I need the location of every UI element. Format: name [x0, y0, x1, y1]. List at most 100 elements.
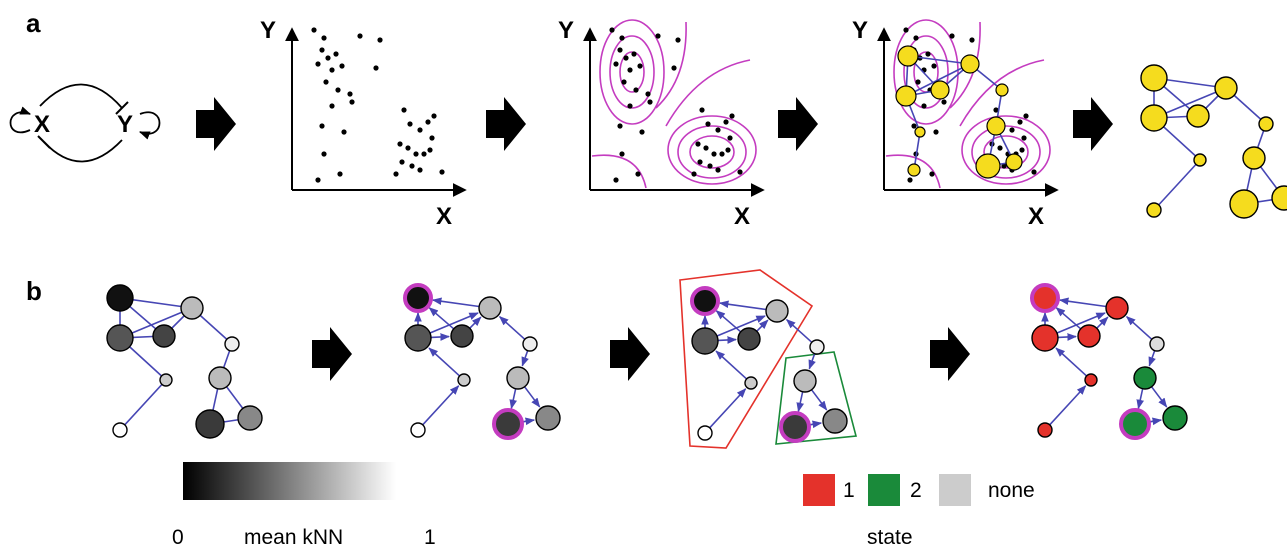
- repression-bar-bottom: [37, 135, 51, 149]
- data-point: [413, 151, 419, 157]
- arrow-right-icon: [610, 327, 650, 381]
- x-axis-label: X: [734, 203, 750, 230]
- graph-node: [765, 299, 789, 323]
- knn-max-label: 1: [424, 526, 436, 549]
- state-label-none: none: [988, 479, 1035, 502]
- state-graph-directed: [403, 283, 561, 440]
- graph-node: [159, 373, 173, 387]
- data-point: [409, 163, 415, 169]
- graph-edge: [1056, 312, 1106, 334]
- data-point: [347, 91, 353, 97]
- arrow-right-icon: [312, 327, 352, 381]
- graph-edge: [796, 391, 804, 413]
- data-point: [329, 103, 335, 109]
- density-contour: [677, 125, 747, 179]
- density-contour: [885, 154, 941, 189]
- density-contour: [591, 154, 647, 189]
- graph-node: [224, 336, 240, 352]
- data-point: [339, 63, 345, 69]
- data-point: [719, 151, 725, 157]
- data-point: [613, 177, 619, 183]
- graph-node: [112, 422, 128, 438]
- self-activation-x: [9, 106, 32, 134]
- graph-node: [744, 376, 758, 390]
- data-point: [377, 37, 383, 43]
- graph-edge: [1096, 316, 1109, 329]
- data-point: [723, 119, 729, 125]
- data-point: [335, 87, 341, 93]
- graph-edge: [1058, 297, 1107, 308]
- data-point: [431, 113, 437, 119]
- repression-arc-top: [39, 83, 123, 109]
- data-point: [399, 159, 405, 165]
- graph-edge: [810, 389, 828, 411]
- graph-node: [180, 296, 204, 320]
- graph-node: [1149, 336, 1165, 352]
- graph-node: [1077, 324, 1101, 348]
- data-point: [619, 151, 625, 157]
- data-point: [637, 63, 643, 69]
- state-legend-title: state: [867, 526, 913, 549]
- y-axis-label: Y: [558, 17, 574, 44]
- graph-node: [1119, 408, 1151, 440]
- data-point: [631, 51, 637, 57]
- data-point: [325, 55, 331, 61]
- data-point: [941, 99, 947, 105]
- data-point: [1017, 119, 1023, 125]
- toggle-switch-circuit: X Y: [9, 83, 161, 163]
- graph-node: [986, 116, 1006, 136]
- graph-edge: [718, 300, 767, 311]
- arrow-right-icon: [486, 97, 526, 151]
- data-point: [315, 61, 321, 67]
- graph-edge: [509, 388, 517, 410]
- graph-node: [809, 339, 825, 355]
- data-point: [613, 61, 619, 67]
- data-point: [1031, 169, 1037, 175]
- density-contour: [665, 59, 751, 127]
- data-point: [609, 27, 615, 33]
- graph-edge: [1150, 386, 1168, 408]
- density-contour: [959, 59, 1045, 127]
- self-activation-y: [138, 111, 161, 140]
- density-contour: [609, 35, 655, 109]
- data-point: [633, 87, 639, 93]
- data-point: [349, 99, 355, 105]
- data-point: [727, 135, 733, 141]
- data-point: [1019, 147, 1025, 153]
- graph-node: [195, 409, 225, 439]
- x-axis-label: X: [436, 203, 452, 230]
- data-point: [715, 127, 721, 133]
- density-contour: [667, 115, 757, 185]
- knn-min-label: 0: [172, 526, 184, 549]
- data-point: [715, 167, 721, 173]
- graph-edge: [715, 350, 748, 380]
- data-point: [617, 47, 623, 53]
- data-point: [333, 51, 339, 57]
- data-point: [329, 67, 335, 73]
- data-point: [427, 147, 433, 153]
- graph-node: [1133, 366, 1157, 390]
- graph-edge: [756, 319, 769, 332]
- density-contour: [599, 19, 665, 125]
- data-point: [699, 107, 705, 113]
- data-point: [705, 121, 711, 127]
- graph-node: [1193, 153, 1207, 167]
- graph-node: [793, 369, 817, 393]
- graph-node: [410, 422, 426, 438]
- graph-edge: [808, 420, 823, 429]
- graph-edge: [1153, 159, 1201, 211]
- graph-edge: [1057, 333, 1077, 341]
- arrow-right-icon: [778, 97, 818, 151]
- graph-node: [995, 83, 1009, 97]
- data-point: [619, 35, 625, 41]
- graph-edge: [905, 63, 971, 97]
- data-point: [703, 145, 709, 151]
- arrow-right-icon: [930, 327, 970, 381]
- graph-edge: [429, 312, 479, 334]
- graph-edge: [119, 379, 167, 431]
- graph-edge: [716, 315, 766, 337]
- data-point: [429, 135, 435, 141]
- graph-node: [1186, 104, 1210, 128]
- arrow-right-icon: [196, 97, 236, 151]
- graph-edge: [1125, 316, 1153, 340]
